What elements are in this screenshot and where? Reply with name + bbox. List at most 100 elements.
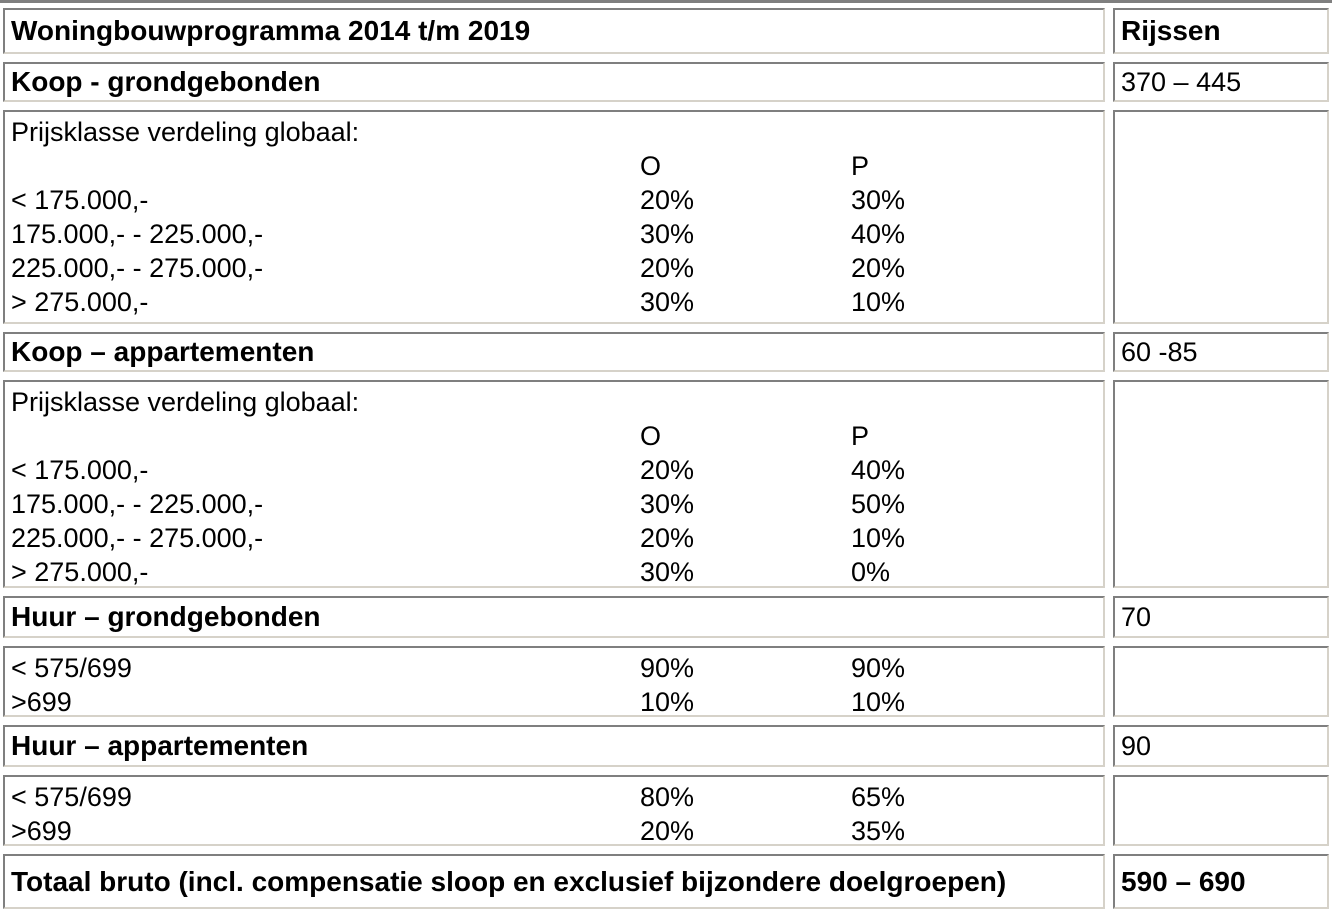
section-header-cell: Koop - grondgebonden [3, 62, 1105, 102]
o-value: 20% [640, 185, 695, 215]
rent-row: >699 20% 35% [11, 814, 1097, 848]
rent-range-label: < 575/699 [11, 653, 132, 683]
p-value: 65% [851, 782, 906, 812]
price-column-header-row: O P [11, 149, 1097, 183]
table-row-section-koop-grondgebonden: Koop - grondgebonden 370 – 445 [3, 62, 1329, 102]
rent-range-label: < 575/699 [11, 782, 132, 812]
section-value-cell: 70 [1113, 596, 1329, 638]
column-header-o: O [640, 151, 662, 181]
table-row-section-huur-appartementen: Huur – appartementen 90 [3, 725, 1329, 767]
price-detail-intro: Prijsklasse verdeling globaal: [11, 117, 360, 147]
region-name: Rijssen [1121, 15, 1221, 46]
price-row: 175.000,- - 225.000,- 30% 40% [11, 217, 1097, 251]
column-header-p: P [851, 151, 870, 181]
price-row: > 275.000,- 30% 0% [11, 555, 1097, 589]
price-row: < 175.000,- 20% 40% [11, 453, 1097, 487]
o-value: 30% [640, 557, 695, 587]
section-header-label: Huur – grondgebonden [11, 601, 321, 632]
o-value: 30% [640, 489, 695, 519]
p-value: 50% [851, 489, 906, 519]
total-value-cell: 590 – 690 [1113, 854, 1329, 909]
empty-label [11, 149, 640, 183]
p-value: 35% [851, 816, 906, 846]
empty-value-cell [1113, 775, 1329, 846]
o-value: 20% [640, 816, 695, 846]
column-header-o: O [640, 421, 662, 451]
table-row-detail-huur-appartementen: < 575/699 80% 65% >699 20% 35% [3, 775, 1329, 846]
section-value-cell: 370 – 445 [1113, 62, 1329, 102]
p-value: 10% [851, 687, 906, 717]
price-row: 225.000,- - 275.000,- 20% 10% [11, 521, 1097, 555]
total-label-cell: Totaal bruto (incl. compensatie sloop en… [3, 854, 1105, 909]
p-value: 30% [851, 185, 906, 215]
table-title-cell: Woningbouwprogramma 2014 t/m 2019 [3, 8, 1105, 54]
section-header-cell: Huur – grondgebonden [3, 596, 1105, 638]
table-row-total: Totaal bruto (incl. compensatie sloop en… [3, 854, 1329, 909]
o-value: 20% [640, 523, 695, 553]
price-range-label: 225.000,- - 275.000,- [11, 253, 264, 283]
p-value: 10% [851, 287, 906, 317]
table-row-section-huur-grondgebonden: Huur – grondgebonden 70 [3, 596, 1329, 638]
o-value: 30% [640, 287, 695, 317]
section-header-cell: Huur – appartementen [3, 725, 1105, 767]
table-outer-top-border [0, 0, 1332, 3]
p-value: 40% [851, 219, 906, 249]
empty-value-cell [1113, 110, 1329, 324]
price-range-label: < 175.000,- [11, 455, 149, 485]
section-header-label: Koop – appartementen [11, 336, 315, 367]
price-row: 225.000,- - 275.000,- 20% 20% [11, 251, 1097, 285]
section-header-label: Huur – appartementen [11, 730, 309, 761]
price-detail-cell: Prijsklasse verdeling globaal: O P < 175… [3, 110, 1105, 324]
total-value: 590 – 690 [1121, 865, 1246, 897]
price-detail-intro: Prijsklasse verdeling globaal: [11, 387, 360, 417]
price-row: 175.000,- - 225.000,- 30% 50% [11, 487, 1097, 521]
rent-detail-cell: < 575/699 80% 65% >699 20% 35% [3, 775, 1105, 846]
price-range-label: > 275.000,- [11, 557, 149, 587]
p-value: 10% [851, 523, 906, 553]
rent-row: < 575/699 80% 65% [11, 780, 1097, 814]
price-range-label: 225.000,- - 275.000,- [11, 523, 264, 553]
table-row-title: Woningbouwprogramma 2014 t/m 2019 Rijsse… [3, 8, 1329, 54]
empty-value-cell [1113, 646, 1329, 717]
section-value: 370 – 445 [1121, 66, 1242, 97]
section-value: 60 -85 [1121, 336, 1198, 367]
column-header-p: P [851, 421, 870, 451]
rent-row: >699 10% 10% [11, 685, 1097, 719]
section-header-cell: Koop – appartementen [3, 332, 1105, 372]
table-row-detail-huur-grondgebonden: < 575/699 90% 90% >699 10% 10% [3, 646, 1329, 717]
p-value: 40% [851, 455, 906, 485]
price-column-header-row: O P [11, 419, 1097, 453]
price-range-label: 175.000,- - 225.000,- [11, 489, 264, 519]
price-range-label: 175.000,- - 225.000,- [11, 219, 264, 249]
price-row: < 175.000,- 20% 30% [11, 183, 1097, 217]
p-value: 90% [851, 653, 906, 683]
price-range-label: < 175.000,- [11, 185, 149, 215]
price-detail-cell: Prijsklasse verdeling globaal: O P < 175… [3, 380, 1105, 588]
p-value: 20% [851, 253, 906, 283]
table-title: Woningbouwprogramma 2014 t/m 2019 [11, 15, 531, 46]
section-value-cell: 90 [1113, 725, 1329, 767]
table-row-detail-koop-grondgebonden: Prijsklasse verdeling globaal: O P < 175… [3, 110, 1329, 324]
o-value: 20% [640, 253, 695, 283]
section-value-cell: 60 -85 [1113, 332, 1329, 372]
section-value: 90 [1121, 730, 1152, 761]
o-value: 80% [640, 782, 695, 812]
table-rows: Woningbouwprogramma 2014 t/m 2019 Rijsse… [0, 8, 1332, 909]
rent-range-label: >699 [11, 816, 72, 846]
empty-value-cell [1113, 380, 1329, 588]
rent-row: < 575/699 90% 90% [11, 651, 1097, 685]
total-label: Totaal bruto (incl. compensatie sloop en… [11, 865, 1007, 897]
price-range-label: > 275.000,- [11, 287, 149, 317]
price-row: > 275.000,- 30% 10% [11, 285, 1097, 319]
o-value: 90% [640, 653, 695, 683]
o-value: 30% [640, 219, 695, 249]
region-cell: Rijssen [1113, 8, 1329, 54]
o-value: 10% [640, 687, 695, 717]
o-value: 20% [640, 455, 695, 485]
p-value: 0% [851, 557, 891, 587]
table-row-detail-koop-appartementen: Prijsklasse verdeling globaal: O P < 175… [3, 380, 1329, 588]
rent-range-label: >699 [11, 687, 72, 717]
section-value: 70 [1121, 601, 1152, 632]
empty-label [11, 419, 640, 453]
